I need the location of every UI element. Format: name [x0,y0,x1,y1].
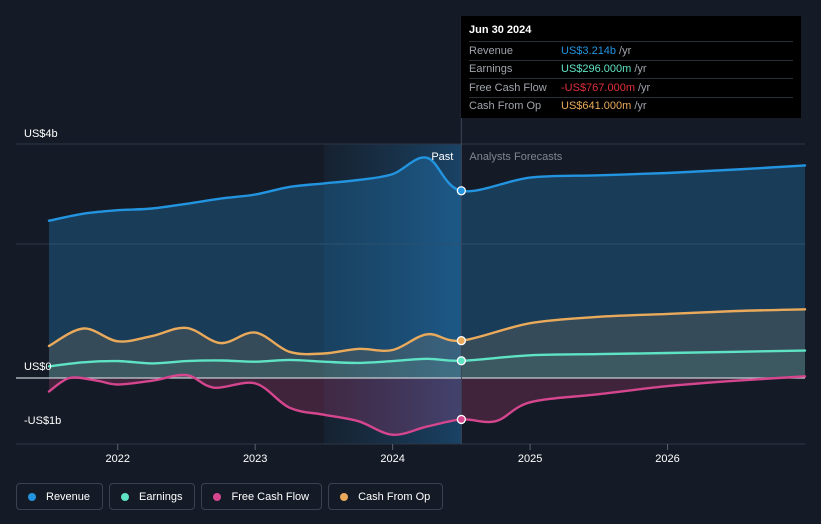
tooltip-unit: /yr [619,44,632,57]
legend-item-earnings[interactable]: Earnings [109,483,196,510]
point-marker-revenue [456,186,467,196]
x-tick-label: 2024 [380,453,404,465]
tooltip-value: US$641.000m [561,100,632,113]
x-tick-label: 2023 [243,453,267,465]
legend-label: Cash From Op [358,490,431,503]
tooltip-value: US$3.214b [561,44,617,57]
legend-item-cash-from-op[interactable]: Cash From Op [328,483,444,510]
legend-dot-icon [213,492,222,501]
point-marker-free-cash-flow [456,414,467,425]
y-axis-label: US$4b [24,128,58,140]
series-line-free-cash-flow [47,373,807,436]
chart-legend: Revenue Earnings Free Cash Flow Cash Fro… [16,483,444,510]
tooltip-unit: /yr [638,81,651,94]
forecast-label: Analysts Forecasts [469,151,562,163]
legend-label: Earnings [139,490,183,503]
past-highlight-band [323,144,462,444]
area-free-cash-flow [49,374,805,435]
point-marker-cash-from-op [456,336,467,346]
legend-item-free-cash-flow[interactable]: Free Cash Flow [201,483,323,510]
area-earnings [49,350,805,378]
tooltip-row-free-cash-flow: Free Cash Flow -US$767.000m /yr [469,78,793,97]
legend-item-revenue[interactable]: Revenue [16,483,104,510]
x-tick-label: 2026 [655,453,679,465]
series-line-revenue [47,156,807,222]
tooltip-unit: /yr [634,63,647,76]
legend-label: Free Cash Flow [231,490,310,503]
legend-label: Revenue [46,490,91,503]
tooltip-date: Jun 30 2024 [469,24,532,36]
legend-dot-icon [340,492,349,501]
series-line-cash-from-op [47,308,807,356]
x-tick-label: 2025 [518,453,542,465]
point-marker-earnings [456,356,467,366]
tooltip-label: Earnings [469,63,513,76]
tooltip-row-earnings: Earnings US$296.000m /yr [469,59,793,79]
y-axis-label: -US$1b [24,415,61,427]
tooltip-label: Cash From Op [469,100,542,113]
tooltip-unit: /yr [634,100,647,113]
area-revenue [49,157,805,378]
legend-dot-icon [28,492,36,501]
tooltip-row-cash-from-op: Cash From Op US$641.000m /yr [469,96,793,116]
tooltip-value: -US$767.000m [561,81,635,94]
tooltip-label: Revenue [469,44,514,57]
tooltip-label: Free Cash Flow [469,81,547,94]
data-tooltip: Jun 30 2024 Revenue US$3.214b /yr Earnin… [461,16,801,118]
legend-dot-icon [121,492,130,501]
series-line-earnings [47,349,807,368]
y-axis-label: US$0 [24,361,52,373]
past-label: Past [431,151,453,163]
x-tick-label: 2022 [105,453,129,465]
tooltip-value: US$296.000m [561,63,632,76]
tooltip-row-revenue: Revenue US$3.214b /yr [469,41,793,60]
